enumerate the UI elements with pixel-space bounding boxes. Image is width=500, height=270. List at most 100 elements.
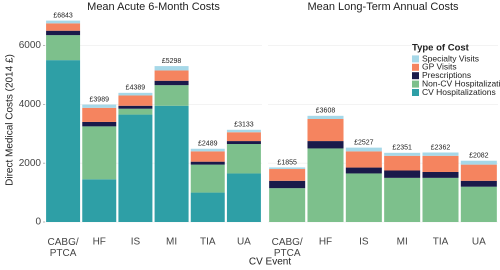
- x-tick-line: PTCA: [50, 248, 77, 259]
- bar-segment: [118, 95, 153, 106]
- bar-segment: [269, 188, 306, 222]
- bar-segment: [307, 148, 344, 222]
- x-tick-label: HF: [93, 237, 106, 248]
- x-tick-label: UA: [237, 237, 251, 248]
- legend-swatch: [412, 72, 419, 80]
- bar-segment: [460, 164, 497, 181]
- bar-segment: [190, 151, 225, 162]
- bar-segment: [422, 171, 459, 178]
- bar-segment: [46, 23, 81, 31]
- bar-segment: [82, 121, 117, 127]
- bar-segment: [226, 144, 261, 174]
- bar-segment: [269, 180, 306, 189]
- x-tick-label: IS: [359, 237, 369, 248]
- bar-segment: [345, 147, 382, 152]
- bar-segment: [190, 148, 225, 152]
- x-tick-label: MI: [397, 237, 408, 248]
- panel-title: Mean Long-Term Annual Costs: [307, 1, 459, 13]
- bar-segment: [307, 119, 344, 142]
- total-label: £6843: [53, 12, 73, 19]
- x-tick-label: CABG/PTCA: [48, 237, 79, 259]
- legend-label: CV Hospitalizations: [422, 87, 496, 97]
- x-axis-label: CV Event: [249, 257, 291, 268]
- bar-segment: [190, 164, 225, 193]
- total-label: £3133: [234, 122, 254, 129]
- bar-segment: [460, 186, 497, 222]
- x-tick-line: CABG/: [48, 237, 79, 248]
- bar-segment: [226, 173, 261, 222]
- total-label: £2489: [198, 141, 218, 148]
- bar-segment: [307, 115, 344, 119]
- legend-swatch: [412, 63, 419, 71]
- x-tick-label: UA: [472, 237, 486, 248]
- legend-swatch: [412, 55, 419, 63]
- bar-segment: [154, 85, 189, 106]
- bar-segment: [422, 155, 459, 172]
- bar-segment: [422, 177, 459, 222]
- y-axis-label: Direct Medical Costs (2014 £): [5, 54, 16, 186]
- legend-label: Prescriptions: [422, 70, 471, 80]
- y-tick-label: 4000: [19, 99, 42, 110]
- legend-label: GP Visits: [422, 62, 457, 72]
- bar-segment: [46, 35, 81, 61]
- bar-segment: [154, 70, 189, 81]
- bar-segment: [307, 141, 344, 149]
- bar-segment: [82, 104, 117, 108]
- total-label: £1855: [277, 159, 297, 166]
- total-label: £5298: [162, 58, 182, 65]
- x-tick-label: TIA: [433, 237, 449, 248]
- x-tick-label: CABG/PTCA: [272, 237, 303, 259]
- total-label: £2351: [392, 145, 412, 152]
- y-tick-label: 2000: [19, 158, 42, 169]
- bar-segment: [226, 129, 261, 133]
- bar-segment: [384, 155, 421, 171]
- bar-segment: [269, 167, 306, 170]
- legend-title: Type of Cost: [412, 43, 470, 54]
- bar-segment: [384, 152, 421, 156]
- bar-segment: [384, 177, 421, 222]
- bar-segment: [118, 105, 153, 109]
- x-tick-label: MI: [166, 237, 177, 248]
- total-label: £2082: [469, 153, 489, 160]
- bar-segment: [460, 160, 497, 165]
- bar-segment: [46, 20, 81, 24]
- total-label: £4389: [126, 85, 146, 92]
- bar-segment: [46, 30, 81, 36]
- legend-label: Specialty Visits: [422, 53, 479, 63]
- bar-segment: [46, 60, 81, 223]
- legend-swatch: [412, 80, 419, 88]
- legend-swatch: [412, 89, 419, 96]
- bar-segment: [154, 66, 189, 71]
- bar-segment: [190, 161, 225, 165]
- bar-segment: [226, 132, 261, 142]
- total-label: £3989: [90, 96, 110, 103]
- x-tick-label: TIA: [200, 237, 216, 248]
- bar-segment: [384, 170, 421, 178]
- bar-segment: [82, 126, 117, 180]
- x-tick-label: HF: [319, 237, 332, 248]
- bar-segment: [82, 107, 117, 122]
- y-tick-label: 6000: [19, 40, 42, 51]
- bar-segment: [118, 92, 153, 96]
- bar-segment: [118, 108, 153, 115]
- bar-segment: [118, 114, 153, 222]
- bar-segment: [154, 105, 189, 222]
- bar-segment: [345, 173, 382, 222]
- legend-label: Non-CV Hospitalizations: [422, 78, 500, 88]
- x-tick-line: PTCA: [274, 248, 301, 259]
- bar-segment: [345, 151, 382, 168]
- x-tick-line: CABG/: [272, 237, 303, 248]
- bar-segment: [82, 179, 117, 222]
- bar-segment: [190, 192, 225, 222]
- bar-segment: [226, 141, 261, 145]
- total-label: £2527: [354, 139, 374, 146]
- total-label: £3608: [316, 108, 336, 115]
- bar-segment: [422, 152, 459, 156]
- x-tick-label: IS: [131, 237, 141, 248]
- bar-segment: [345, 167, 382, 174]
- total-label: £2362: [431, 144, 451, 151]
- bar-segment: [154, 80, 189, 86]
- panel-title: Mean Acute 6-Month Costs: [87, 1, 220, 13]
- bar-segment: [269, 169, 306, 181]
